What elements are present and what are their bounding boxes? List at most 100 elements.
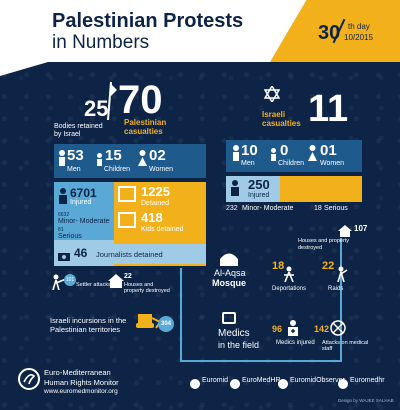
medics-label: Medics [218, 328, 250, 339]
medical-attacks-label: Attacks on medical staff [322, 340, 369, 352]
pal-demographics-panel [54, 144, 206, 178]
pal-kids-detained-number: 418 [141, 210, 163, 225]
journalists-label: Journalists detained [96, 250, 163, 259]
social-facebook[interactable]: Euromid [202, 377, 229, 384]
pal-casualties-number: 70 [118, 78, 163, 122]
medical-cross-icon [330, 320, 346, 341]
pal-men-label: Men [67, 166, 81, 173]
kids-detained-icon [118, 212, 136, 228]
pal-men-number: 53 [67, 147, 84, 164]
house-left-icon [108, 274, 124, 293]
incursions-label: Israeli incursions in the Palestinian te… [50, 316, 127, 334]
journalists-panel [54, 244, 206, 264]
houses-left-label: Houses and property destroyed [124, 282, 170, 294]
house-icon [338, 224, 352, 242]
website-link[interactable]: www.euromedmonitor.org [44, 388, 118, 395]
injured-person-icon [58, 188, 68, 209]
pal-injured-label: Injured [70, 199, 92, 206]
isr-injured-number: 250 [248, 177, 270, 192]
medical-kit-icon [222, 312, 236, 324]
euromed-logo [18, 368, 40, 390]
deportation-icon [282, 266, 296, 287]
mosque-label: Mosque [212, 278, 247, 288]
isr-injured-bar [280, 176, 362, 202]
design-credit: Design by WAJEE SALHAB [338, 398, 394, 403]
connector-bottom [180, 360, 340, 362]
isr-minor-label: Minor- Moderate [242, 205, 294, 212]
flag-icon [104, 81, 118, 121]
day-date: 10/2015 [344, 33, 373, 42]
isr-casualties-number: 11 [308, 88, 349, 130]
isr-child-icon [270, 148, 277, 166]
pal-detained-number: 1225 [141, 184, 170, 199]
child-icon [96, 153, 103, 171]
pal-children-number: 15 [105, 147, 122, 164]
facebook-icon[interactable] [190, 376, 200, 394]
isr-men-number: 10 [241, 142, 258, 159]
isr-casualties-label: Israeli casualties [262, 110, 301, 128]
pal-detained-label: Detained [141, 200, 170, 207]
pal-serious-number: 81 [58, 227, 64, 233]
youtube-icon[interactable] [278, 376, 288, 394]
bodies-number: 25 [84, 96, 109, 121]
woman-icon [138, 150, 147, 171]
pal-casualties-label: Palestinian casualties [124, 118, 167, 136]
isr-women-number: 01 [320, 142, 337, 159]
medics-label2: in the field [218, 340, 260, 350]
pal-minor-number: 6632 [58, 212, 70, 218]
title-line1: Palestinian Protests [52, 10, 244, 32]
journalists-number: 46 [74, 246, 88, 260]
isr-children-label: Children [278, 160, 305, 167]
org-line2: Human Rights Monitor [44, 378, 119, 387]
camera-icon [58, 248, 70, 266]
pal-kids-detained-label: Kids detained [141, 226, 184, 233]
isr-serious-number: 18 [314, 205, 322, 212]
pal-serious-label: Serious [58, 233, 82, 240]
title-line2: in Numbers [52, 32, 150, 53]
bodies-label: Bodies retained by Israel [54, 123, 103, 138]
isr-serious-label: Serious [324, 205, 348, 212]
man-icon [58, 150, 66, 171]
isr-children-number: 0 [280, 142, 289, 159]
houses-right-label: Houses and property destroyed [298, 238, 350, 251]
isr-demographics-panel [226, 140, 362, 172]
social-twitter[interactable]: EuroMedHR [242, 377, 281, 384]
org-line1: Euro-Mediterranean [44, 368, 111, 377]
day-suffix: th day [348, 22, 370, 31]
medic-icon [286, 320, 300, 341]
houses-right-number: 107 [354, 224, 368, 233]
bulldozer-icon [134, 310, 162, 335]
settler-attacks-number: 101 [64, 274, 76, 286]
isr-minor-number: 232 [226, 205, 238, 212]
pal-children-label: Children [104, 166, 131, 173]
detained-icon [118, 186, 136, 202]
isr-women-label: Women [320, 160, 344, 167]
connector-right [340, 238, 342, 362]
deportations-number: 18 [272, 260, 285, 272]
medics-injured-number: 96 [272, 324, 283, 334]
pal-minor-label: Minor- Moderate [58, 218, 110, 225]
star-of-david-icon [263, 84, 281, 107]
pal-women-number: 02 [149, 147, 166, 164]
pal-women-label: Women [149, 166, 173, 173]
instagram-icon[interactable] [338, 376, 348, 394]
isr-man-icon [232, 145, 240, 166]
raid-icon [334, 266, 348, 287]
connector-vertical [180, 268, 182, 360]
pal-injured-number: 6701 [70, 186, 97, 200]
social-youtube[interactable]: EuromidObserver [290, 377, 345, 384]
social-instagram[interactable]: Euromedhr [350, 377, 385, 384]
settler-attacks-label: Settler attacks [76, 282, 111, 288]
isr-men-label: Men [241, 160, 255, 167]
medics-injured-label: Medics injured [276, 340, 315, 346]
raids-number: 22 [322, 260, 335, 272]
raids-label: Raids [328, 286, 344, 292]
isr-injured-label: Injured [248, 192, 270, 199]
deportations-label: Deportations [272, 286, 307, 292]
isr-injured-icon [230, 180, 240, 201]
incursions-number: 304 [158, 316, 174, 332]
twitter-icon[interactable] [230, 376, 240, 394]
houses-left-number: 22 [124, 273, 132, 280]
medical-attacks-number: 142 [314, 324, 330, 334]
